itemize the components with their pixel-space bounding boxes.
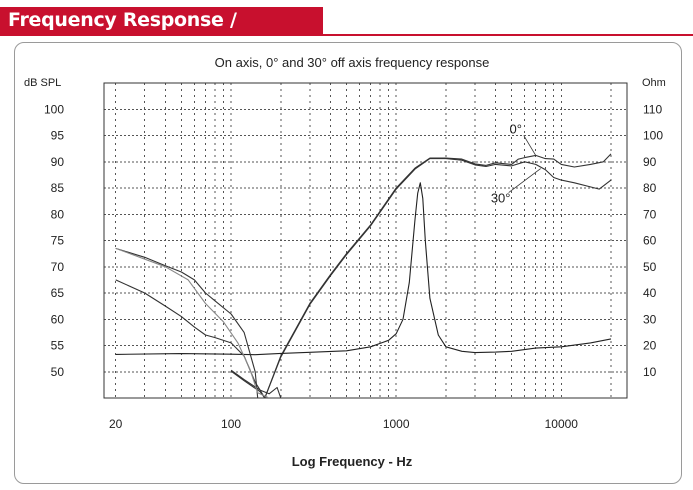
y-tick-label-left: 50 [51, 365, 65, 379]
annotation-leader [523, 135, 537, 156]
y-tick-label-left: 75 [51, 234, 65, 248]
y-tick-label-right: 60 [643, 234, 657, 248]
plot-area: 50 55 60 65 70 75 80 85 90 95 100 10 20 30 40 50 60 70 80 9… [44, 82, 663, 431]
spl-curve-3 [115, 247, 259, 398]
y-tick-label-left: 90 [51, 155, 65, 169]
x-axis-label: Log Frequency - Hz [292, 454, 413, 469]
annotation-label: 30° [491, 191, 511, 206]
section-banner: Frequency Response / Impedance [0, 7, 323, 53]
x-tick-label: 20 [109, 417, 123, 431]
annotation-label: 0° [509, 121, 521, 136]
y-tick-label-left: 95 [51, 129, 65, 143]
y-tick-label-right: 50 [643, 260, 657, 274]
banner-title: Frequency Response / Impedance [8, 9, 237, 53]
y-tick-label-right: 110 [643, 102, 662, 116]
chart-title: On axis, 0° and 30° off axis frequency r… [215, 55, 490, 70]
y-tick-label-right: 80 [643, 181, 657, 195]
spl-curve-30deg [230, 158, 612, 398]
y-tick-label-right: 10 [643, 365, 657, 379]
x-tick-label: 10000 [545, 417, 579, 431]
y-tick-label-right: 40 [643, 286, 657, 300]
x-tick-label: 1000 [383, 417, 410, 431]
y-tick-label-left: 70 [51, 260, 65, 274]
x-tick-label: 100 [221, 417, 241, 431]
y-tick-label-left: 60 [51, 312, 65, 326]
y-tick-label-left: 100 [44, 102, 64, 116]
y-tick-label-left: 85 [51, 181, 65, 195]
y-tick-label-left: 65 [51, 286, 65, 300]
y-tick-label-left: 55 [51, 339, 65, 353]
y-tick-label-right: 100 [643, 129, 663, 143]
annotation-leader [508, 168, 541, 193]
y-tick-label-right: 20 [643, 339, 657, 353]
spl-curve-5 [115, 247, 270, 398]
y-tick-label-right: 30 [643, 312, 657, 326]
y-axis-label-right: Ohm [642, 77, 666, 89]
spl-curve-4 [115, 279, 282, 398]
y-tick-label-right: 90 [643, 155, 657, 169]
chart-frame [14, 42, 682, 484]
plot-border [103, 82, 628, 399]
banner-underline [0, 34, 693, 36]
y-axis-label-left: dB SPL [24, 77, 61, 89]
impedance-curve [115, 182, 612, 356]
y-tick-label-left: 80 [51, 207, 65, 221]
y-tick-label-right: 70 [643, 207, 657, 221]
